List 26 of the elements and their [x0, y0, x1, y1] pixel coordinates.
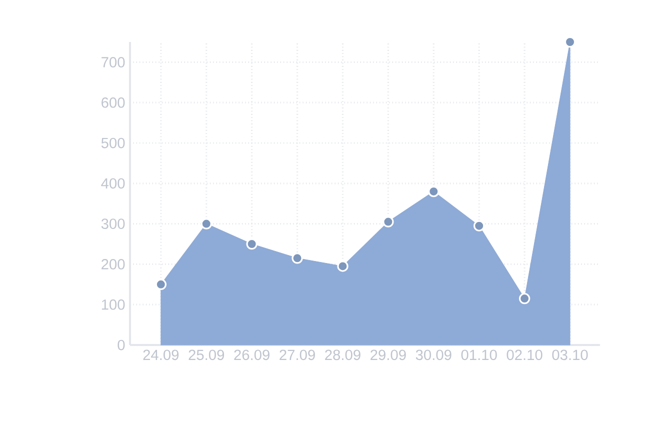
x-tick-label: 26.09 [234, 350, 270, 360]
y-tick-label: 0 [118, 340, 125, 350]
x-tick-label: 02.10 [506, 350, 542, 360]
y-tick-label: 100 [102, 299, 125, 310]
point [382, 216, 394, 228]
x-tick-label: 24.09 [143, 350, 179, 360]
x-tick-label: 30.09 [416, 350, 452, 360]
point [155, 278, 167, 290]
y-tick-label: 700 [102, 57, 125, 68]
x-tick-label: 29.09 [370, 350, 406, 360]
x-tick-label: 01.10 [461, 350, 497, 360]
point [337, 260, 348, 272]
x-tick-label: 25.09 [188, 350, 224, 360]
point [200, 218, 212, 230]
point [518, 292, 530, 304]
x-tick-label: 28.09 [325, 350, 360, 360]
point [246, 238, 258, 250]
y-tick-label: 400 [101, 178, 125, 189]
x-tick-label: 03.10 [552, 350, 588, 360]
y-tick-label: 600 [102, 97, 125, 108]
y-tick-label: 500 [101, 138, 125, 148]
y-tick-label: 200 [102, 259, 125, 270]
point [474, 220, 485, 232]
point [292, 252, 303, 264]
y-tick-label: 300 [101, 218, 125, 229]
x-tick-label: 27.09 [280, 350, 315, 360]
